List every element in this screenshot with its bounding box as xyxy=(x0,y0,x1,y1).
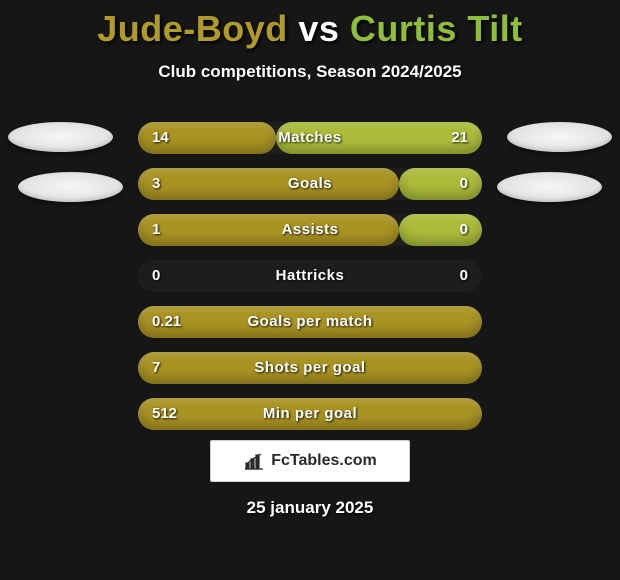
player1-name: Jude-Boyd xyxy=(97,8,288,49)
stat-row: 1Assists0 xyxy=(138,214,482,246)
date-text: 25 january 2025 xyxy=(0,498,620,518)
title-vs: vs xyxy=(298,8,339,49)
stat-value-right: 0 xyxy=(460,260,468,292)
stat-row: 0Hattricks0 xyxy=(138,260,482,292)
stat-rows-container: 14Matches213Goals01Assists00Hattricks00.… xyxy=(138,122,482,444)
stat-value-right: 21 xyxy=(451,122,468,154)
player2-badge-1 xyxy=(507,122,612,152)
player1-badge-2 xyxy=(18,172,123,202)
stat-row: 3Goals0 xyxy=(138,168,482,200)
stat-label: Shots per goal xyxy=(138,352,482,384)
player2-name: Curtis Tilt xyxy=(350,8,523,49)
page-title: Jude-Boyd vs Curtis Tilt xyxy=(0,0,620,50)
stat-row: 14Matches21 xyxy=(138,122,482,154)
stat-label: Assists xyxy=(138,214,482,246)
stat-label: Goals xyxy=(138,168,482,200)
stat-row: 7Shots per goal xyxy=(138,352,482,384)
stat-row: 512Min per goal xyxy=(138,398,482,430)
logo-text: FcTables.com xyxy=(271,452,377,470)
stat-row: 0.21Goals per match xyxy=(138,306,482,338)
player2-badge-2 xyxy=(497,172,602,202)
chart-icon xyxy=(243,451,265,471)
stat-value-right: 0 xyxy=(460,214,468,246)
stat-label: Hattricks xyxy=(138,260,482,292)
stat-label: Matches xyxy=(138,122,482,154)
stat-label: Goals per match xyxy=(138,306,482,338)
stat-label: Min per goal xyxy=(138,398,482,430)
stat-value-right: 0 xyxy=(460,168,468,200)
source-logo: FcTables.com xyxy=(210,440,410,482)
player1-badge-1 xyxy=(8,122,113,152)
subtitle: Club competitions, Season 2024/2025 xyxy=(0,62,620,82)
